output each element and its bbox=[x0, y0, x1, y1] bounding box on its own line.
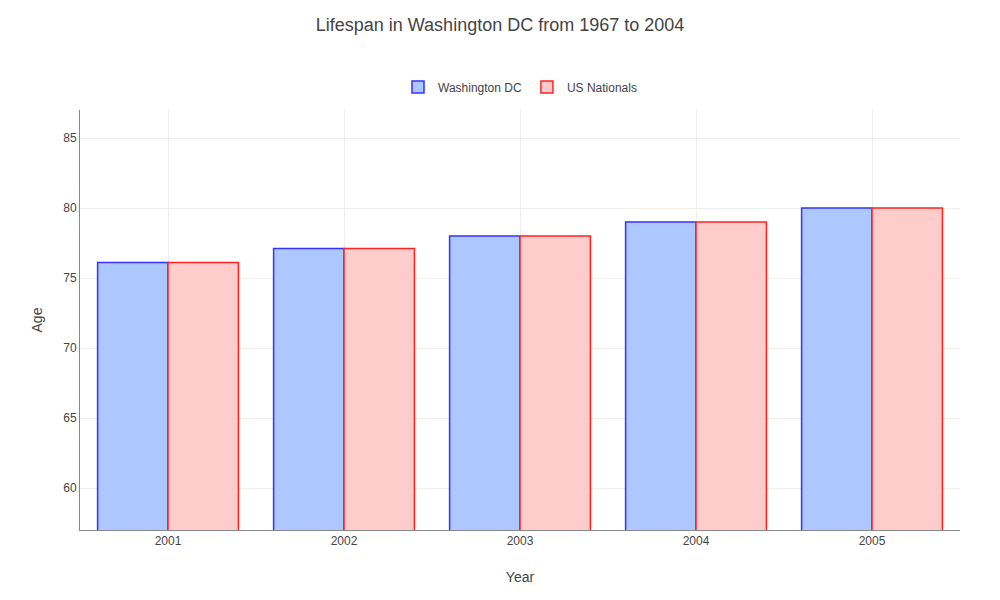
svg-text:2005: 2005 bbox=[859, 534, 886, 548]
svg-text:70: 70 bbox=[63, 341, 77, 355]
svg-text:2003: 2003 bbox=[507, 534, 534, 548]
svg-text:US Nationals: US Nationals bbox=[567, 81, 637, 95]
svg-text:85: 85 bbox=[63, 131, 77, 145]
svg-text:65: 65 bbox=[63, 411, 77, 425]
svg-text:2002: 2002 bbox=[331, 534, 358, 548]
svg-text:Year: Year bbox=[506, 569, 535, 585]
svg-text:60: 60 bbox=[63, 481, 77, 495]
svg-text:2004: 2004 bbox=[683, 534, 710, 548]
svg-text:2001: 2001 bbox=[155, 534, 182, 548]
svg-text:75: 75 bbox=[63, 271, 77, 285]
svg-text:80: 80 bbox=[63, 201, 77, 215]
svg-text:Lifespan in Washington DC from: Lifespan in Washington DC from 1967 to 2… bbox=[316, 15, 685, 35]
svg-text:Age: Age bbox=[29, 307, 45, 332]
svg-text:Washington DC: Washington DC bbox=[438, 81, 522, 95]
